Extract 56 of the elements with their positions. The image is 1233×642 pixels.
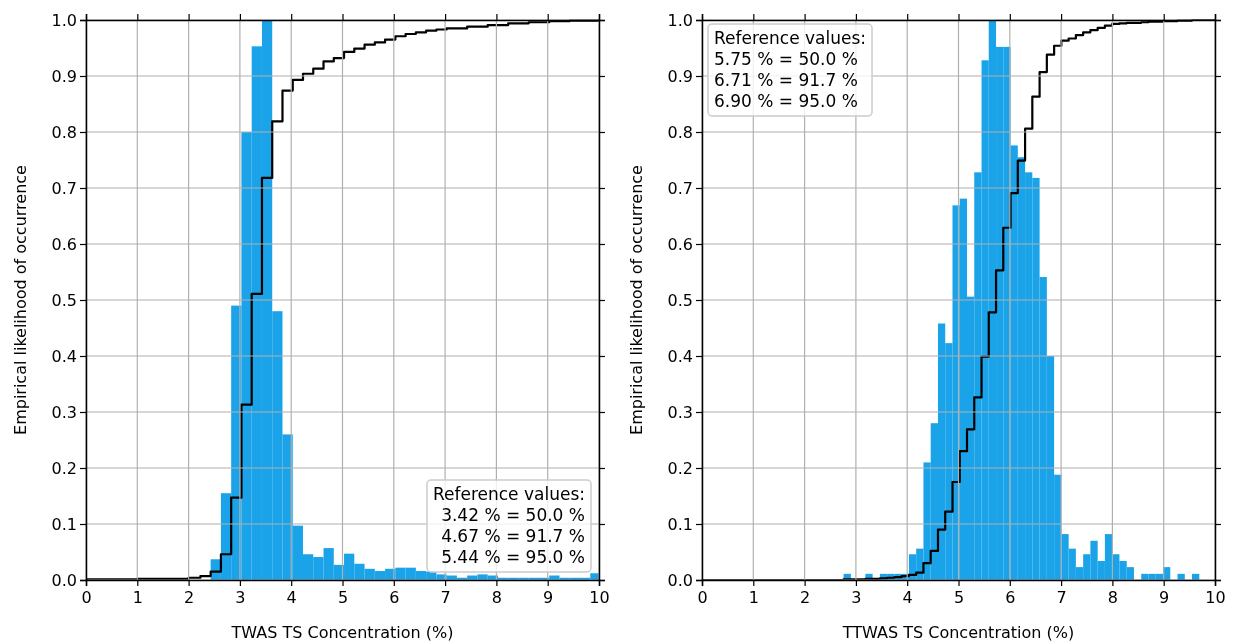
x-tick-label: 6 <box>389 588 400 608</box>
y-tick-label: 0.7 <box>51 178 77 198</box>
x-tick-label: 1 <box>132 588 143 608</box>
y-tick-label: 0.5 <box>667 290 693 310</box>
x-axis-title: TTWAS TS Concentration (%) <box>841 623 1075 642</box>
x-tick-label: 8 <box>491 588 502 608</box>
y-tick-label: 0.4 <box>51 346 77 366</box>
x-tick-label: 7 <box>440 588 451 608</box>
annotation: Reference values: <box>714 28 867 48</box>
annotation: 5.44 % = 95.0 % <box>441 547 585 567</box>
x-tick-label: 4 <box>902 588 913 608</box>
y-axis-title: Empirical likelihood of occurrence <box>627 165 646 435</box>
y-tick-label: 1.0 <box>51 10 77 30</box>
x-tick-label: 4 <box>286 588 297 608</box>
x-tick-label: 2 <box>184 588 195 608</box>
x-tick-label: 6 <box>1005 588 1016 608</box>
y-tick-label: 0.6 <box>667 234 693 254</box>
annotation: Reference values: <box>432 484 585 504</box>
y-tick-label: 1.0 <box>667 10 693 30</box>
annotation: 4.67 % = 91.7 % <box>441 526 585 546</box>
y-tick-label: 0.3 <box>667 402 693 422</box>
x-tick-label: 7 <box>1056 588 1067 608</box>
y-tick-label: 0.8 <box>51 122 77 142</box>
y-tick-label: 0.6 <box>51 234 77 254</box>
x-tick-label: 0 <box>81 588 92 608</box>
x-tick-label: 10 <box>1205 588 1226 608</box>
x-tick-label: 0 <box>697 588 708 608</box>
annotation: 5.75 % = 50.0 % <box>714 49 858 69</box>
y-tick-label: 0.1 <box>51 514 77 534</box>
y-tick-label: 0.8 <box>667 122 693 142</box>
x-tick-label: 9 <box>1159 588 1170 608</box>
y-tick-label: 0.7 <box>667 178 693 198</box>
y-tick-label: 0.2 <box>667 458 693 478</box>
annotation: 6.90 % = 95.0 % <box>714 91 858 111</box>
y-tick-label: 0.9 <box>51 66 77 86</box>
x-tick-label: 2 <box>800 588 811 608</box>
x-tick-label: 3 <box>235 588 246 608</box>
y-tick-label: 0.3 <box>51 402 77 422</box>
y-tick-label: 0.5 <box>51 290 77 310</box>
x-tick-label: 8 <box>1107 588 1118 608</box>
x-tick-label: 1 <box>748 588 759 608</box>
x-tick-label: 3 <box>851 588 862 608</box>
x-tick-label: 9 <box>543 588 554 608</box>
x-tick-label: 10 <box>589 588 610 608</box>
y-axis-title: Empirical likelihood of occurrence <box>11 165 30 435</box>
x-tick-label: 5 <box>337 588 349 608</box>
x-tick-label: 5 <box>953 588 965 608</box>
annotation: 6.71 % = 91.7 % <box>714 70 858 90</box>
y-tick-label: 0.4 <box>667 346 693 366</box>
y-tick-label: 0.0 <box>51 570 77 590</box>
y-tick-label: 0.2 <box>51 458 77 478</box>
annotation: 3.42 % = 50.0 % <box>441 505 585 525</box>
y-tick-label: 0.0 <box>667 570 693 590</box>
y-tick-label: 0.9 <box>667 66 693 86</box>
y-tick-label: 0.1 <box>667 514 693 534</box>
x-axis-title: TWAS TS Concentration (%) <box>230 623 454 642</box>
